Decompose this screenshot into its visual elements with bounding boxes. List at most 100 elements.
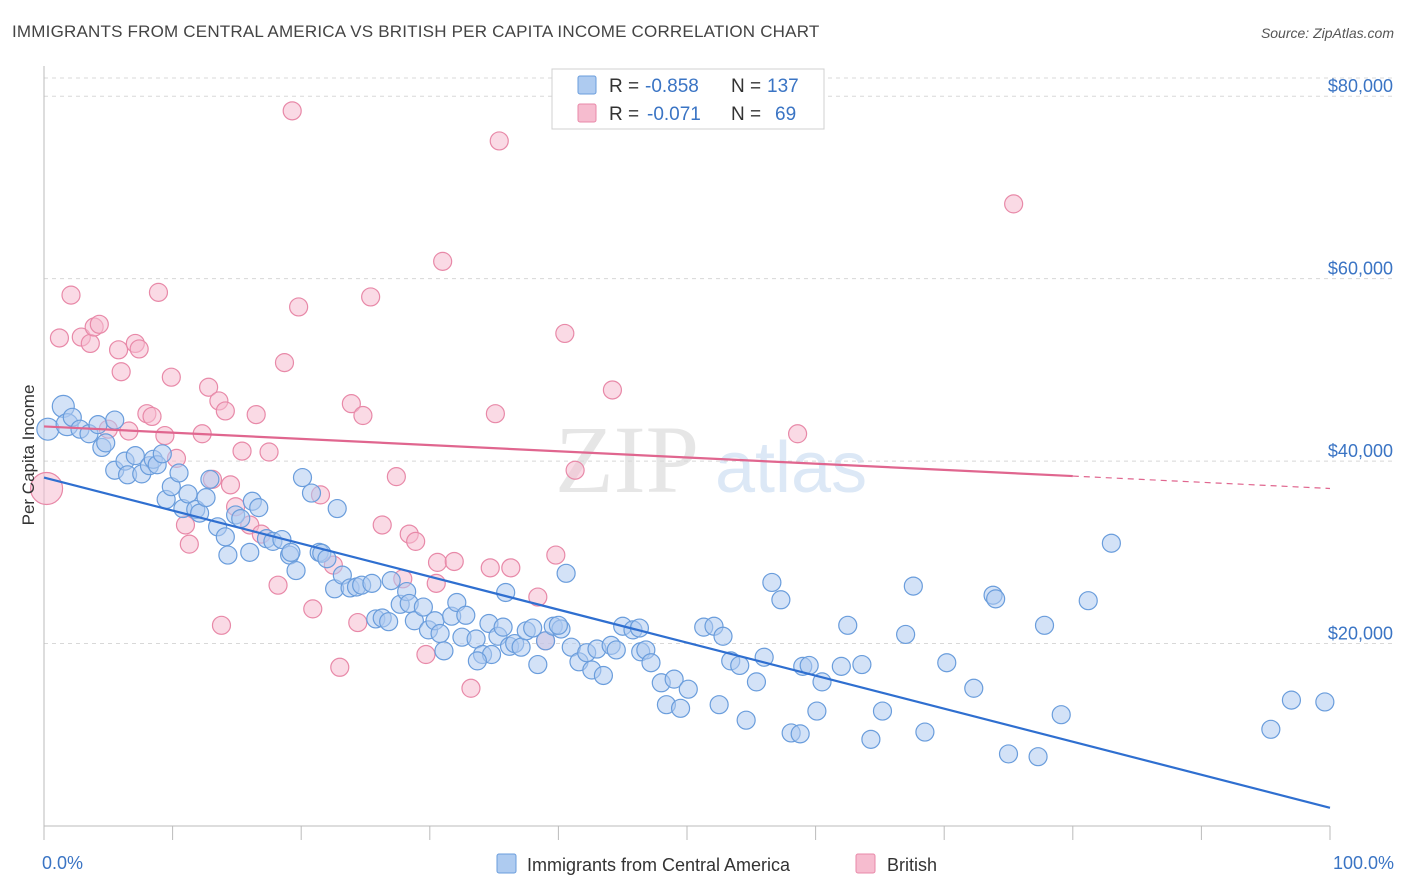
central-america-point <box>1034 615 1055 635</box>
legend-r-value-blue: -0.858 <box>645 76 699 97</box>
british-point <box>565 460 585 480</box>
british-point <box>232 441 252 461</box>
british-point <box>220 475 241 495</box>
british-point <box>142 406 162 427</box>
british-point <box>111 362 131 382</box>
trend-line-central-america <box>43 476 1331 809</box>
central-america-point <box>413 597 433 617</box>
british-point <box>89 314 109 334</box>
central-america-point <box>404 611 424 631</box>
central-america-point <box>903 576 923 596</box>
british-point <box>416 644 436 665</box>
central-america-point <box>678 679 698 699</box>
british-point <box>361 287 381 307</box>
central-america-point <box>1315 692 1335 712</box>
axes <box>43 66 1331 840</box>
british-point <box>501 558 521 578</box>
british-points <box>29 101 1024 698</box>
central-america-point <box>327 498 347 519</box>
central-america-point <box>218 545 238 565</box>
legend-box <box>551 68 825 130</box>
central-america-point <box>670 698 691 718</box>
central-america-point <box>467 651 487 671</box>
central-america-point <box>1051 705 1071 725</box>
bottom-legend-label-pink: British <box>887 855 937 875</box>
central-america-point <box>362 573 382 593</box>
central-america-point <box>730 655 750 676</box>
central-america-point <box>434 641 454 661</box>
central-america-point <box>736 710 756 730</box>
central-america-point <box>790 724 810 744</box>
british-point <box>61 285 81 305</box>
british-point <box>274 353 295 373</box>
british-point <box>161 367 181 387</box>
central-america-point <box>807 701 827 721</box>
central-america-point <box>937 653 957 673</box>
british-point <box>80 333 100 354</box>
bottom-legend-label-blue: Immigrants from Central America <box>527 855 791 875</box>
legend-n-label-blue: N = <box>731 76 761 97</box>
british-point <box>341 394 361 414</box>
british-point <box>406 531 426 551</box>
bottom-legend-swatch-pink <box>855 853 876 874</box>
central-america-point <box>379 612 399 632</box>
british-point <box>433 251 453 271</box>
british-point <box>148 282 169 302</box>
central-america-point <box>1261 719 1281 739</box>
legend-swatch-pink <box>577 103 597 123</box>
british-point <box>289 297 309 317</box>
legend: R = -0.858 N = 137 R = -0.071 N = 69 <box>551 68 825 130</box>
central-america-point <box>301 483 322 503</box>
central-america-point <box>664 669 684 689</box>
y-axis-title: Per Capita Income <box>19 385 38 526</box>
british-point <box>489 131 509 151</box>
central-america-point <box>240 542 260 562</box>
central-america-point <box>178 484 198 504</box>
central-america-point <box>456 605 476 625</box>
central-america-point <box>292 467 313 488</box>
central-america-point <box>986 589 1006 609</box>
trend-lines <box>43 425 1331 809</box>
watermark-atlas: atlas <box>715 428 867 508</box>
y-tick-label: $60,000 <box>1328 259 1393 279</box>
british-point <box>330 657 350 677</box>
central-america-point <box>915 722 935 742</box>
y-tick-label: $80,000 <box>1328 76 1393 96</box>
chart-title: IMMIGRANTS FROM CENTRAL AMERICA VS BRITI… <box>12 22 820 41</box>
central-america-point <box>556 563 576 583</box>
central-america-point <box>861 729 881 749</box>
trend-line-british <box>43 425 1073 478</box>
british-point <box>485 404 505 424</box>
central-america-point <box>831 656 851 676</box>
x-tick-label-min: 0.0% <box>42 853 83 873</box>
central-america-point <box>964 678 984 698</box>
central-america-point <box>381 571 401 591</box>
british-point <box>386 467 406 487</box>
british-point <box>211 615 232 635</box>
central-america-point <box>593 665 614 686</box>
central-america-point <box>709 695 729 715</box>
central-america-point <box>36 417 60 441</box>
chart-source: Source: ZipAtlas.com <box>1260 25 1394 41</box>
british-point <box>787 424 808 444</box>
british-point <box>282 101 302 121</box>
trend-line-british-extension <box>1072 475 1331 490</box>
central-america-point <box>511 637 531 657</box>
central-america-point <box>286 560 306 581</box>
central-america-point <box>852 654 872 675</box>
central-america-point <box>430 623 450 644</box>
central-america-point <box>249 498 269 518</box>
central-america-point <box>1078 591 1098 611</box>
central-america-point <box>746 672 767 692</box>
central-america-point <box>896 624 916 645</box>
central-america-point <box>838 615 858 635</box>
central-america-point <box>96 433 116 453</box>
british-point <box>444 551 464 572</box>
central-america-point <box>1028 747 1048 767</box>
british-point <box>602 380 623 400</box>
central-america-point <box>152 444 172 464</box>
central-america-point <box>872 701 893 721</box>
legend-n-label-pink: N = <box>731 104 761 125</box>
british-point <box>199 377 219 397</box>
british-point <box>268 575 288 595</box>
